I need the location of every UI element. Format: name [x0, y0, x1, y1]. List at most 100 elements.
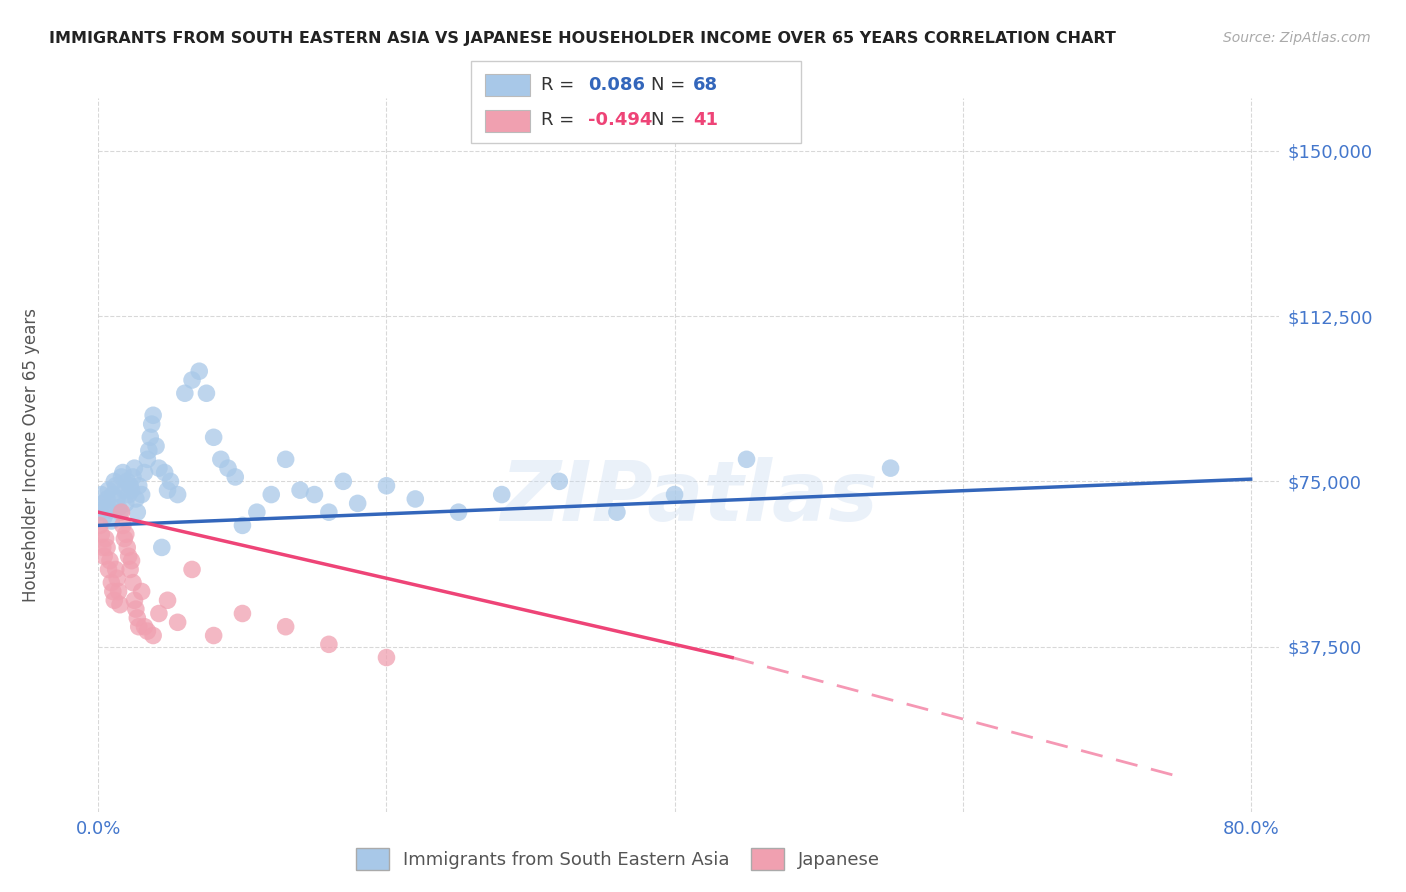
Point [166, 615, 188, 630]
Point [548, 475, 571, 489]
Point [318, 505, 340, 519]
Point [134, 620, 156, 634]
Text: 0.086: 0.086 [588, 76, 645, 94]
Point [107, 584, 129, 599]
Point [139, 430, 162, 444]
Point [115, 475, 138, 489]
Point [107, 500, 129, 515]
Point [124, 461, 146, 475]
Point [89, 505, 111, 519]
Legend: Immigrants from South Eastern Asia, Japanese: Immigrants from South Eastern Asia, Japa… [349, 841, 887, 878]
Point [118, 549, 141, 564]
Point [93, 549, 115, 564]
Point [148, 607, 170, 621]
Text: Source: ZipAtlas.com: Source: ZipAtlas.com [1223, 31, 1371, 45]
Point [879, 461, 901, 475]
Text: R =: R = [541, 76, 581, 94]
Point [181, 562, 204, 576]
Text: 41: 41 [693, 112, 718, 129]
Point [100, 514, 122, 528]
Point [318, 637, 340, 651]
Point [103, 475, 125, 489]
Point [209, 452, 232, 467]
Point [332, 475, 354, 489]
Point [131, 584, 153, 599]
Text: R =: R = [541, 112, 581, 129]
Point [115, 541, 138, 555]
Point [114, 527, 136, 541]
Point [224, 470, 246, 484]
Point [125, 602, 148, 616]
Point [100, 575, 122, 590]
Point [97, 483, 120, 498]
Text: N =: N = [651, 76, 690, 94]
Point [153, 466, 176, 480]
Point [108, 505, 131, 519]
Point [274, 620, 297, 634]
Point [114, 496, 136, 510]
Point [110, 505, 132, 519]
Point [231, 518, 253, 533]
Point [127, 611, 149, 625]
Text: Householder Income Over 65 years: Householder Income Over 65 years [22, 308, 39, 602]
Point [136, 624, 159, 639]
Point [664, 487, 686, 501]
Point [125, 491, 148, 506]
Point [150, 541, 173, 555]
Point [111, 466, 134, 480]
Point [217, 461, 239, 475]
Point [94, 532, 117, 546]
Text: ZIPatlas: ZIPatlas [501, 458, 877, 538]
Point [188, 364, 211, 378]
Point [145, 439, 167, 453]
Point [89, 518, 111, 533]
Point [447, 505, 470, 519]
Point [112, 532, 135, 546]
Point [274, 452, 297, 467]
Point [104, 479, 127, 493]
Point [346, 496, 368, 510]
Point [93, 509, 115, 524]
Point [202, 430, 225, 444]
Point [173, 386, 195, 401]
Text: -0.494: -0.494 [588, 112, 652, 129]
Point [96, 541, 118, 555]
Point [103, 593, 125, 607]
Point [111, 518, 134, 533]
Point [105, 571, 128, 585]
Point [606, 505, 628, 519]
Point [97, 562, 120, 576]
Point [134, 466, 156, 480]
Point [104, 562, 127, 576]
Point [735, 452, 758, 467]
Point [231, 607, 253, 621]
Point [110, 470, 132, 484]
Point [101, 584, 124, 599]
Point [120, 479, 142, 493]
Point [202, 628, 225, 642]
Point [122, 470, 145, 484]
Point [122, 575, 145, 590]
Point [246, 505, 269, 519]
Point [101, 487, 124, 501]
Point [118, 487, 141, 501]
Point [124, 593, 146, 607]
Point [98, 503, 121, 517]
Point [156, 483, 179, 498]
Point [128, 479, 150, 493]
Point [121, 483, 143, 498]
Text: IMMIGRANTS FROM SOUTH EASTERN ASIA VS JAPANESE HOUSEHOLDER INCOME OVER 65 YEARS : IMMIGRANTS FROM SOUTH EASTERN ASIA VS JA… [49, 31, 1116, 46]
Point [148, 461, 170, 475]
Point [128, 620, 150, 634]
Point [156, 593, 179, 607]
Point [375, 479, 398, 493]
Point [105, 491, 128, 506]
Point [375, 650, 398, 665]
Point [91, 541, 114, 555]
Point [141, 417, 163, 431]
Point [98, 554, 121, 568]
Point [159, 475, 181, 489]
Point [127, 505, 149, 519]
Point [91, 496, 114, 510]
Point [112, 483, 135, 498]
